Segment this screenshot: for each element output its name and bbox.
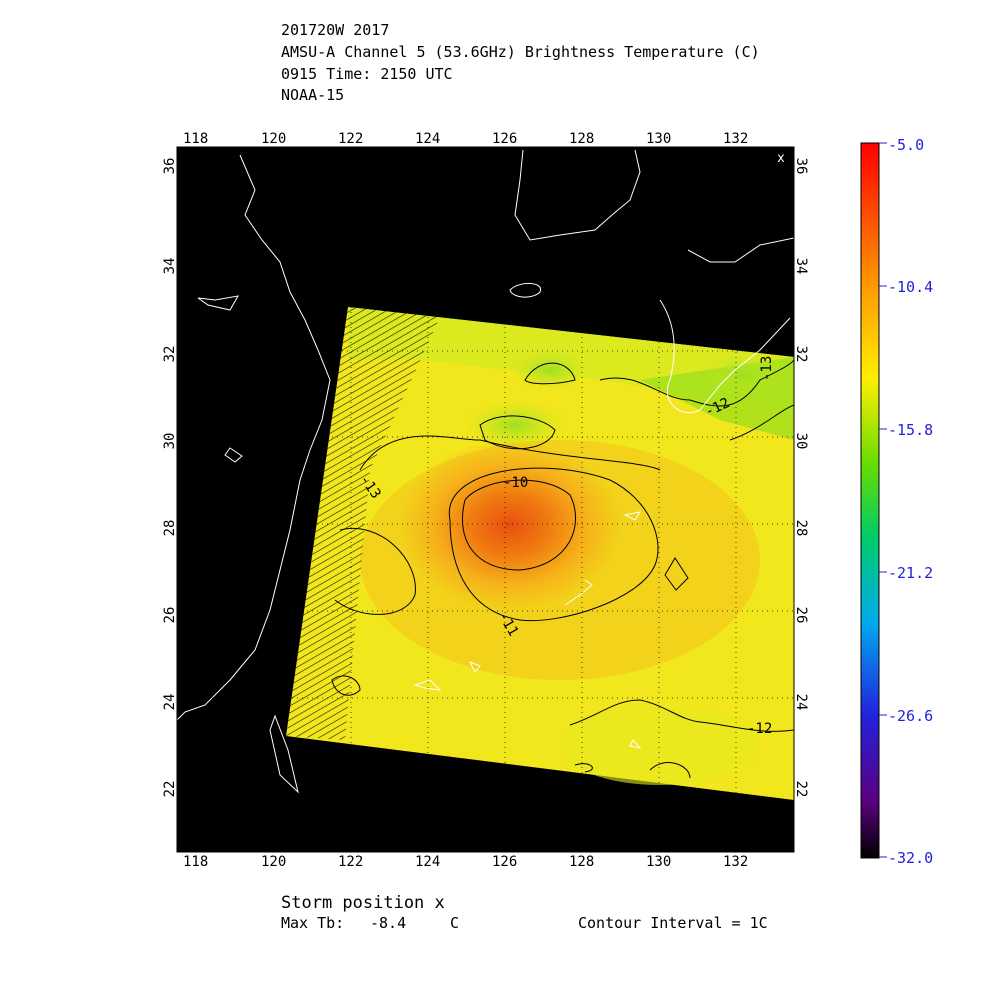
- lat-label-right: 26: [793, 607, 809, 624]
- lon-label-bottom: 132: [723, 854, 748, 870]
- colorbar-label: -21.2: [888, 564, 933, 582]
- colorbar-labels: -5.0 -10.4 -15.8 -21.2 -26.6 -32.0: [888, 136, 933, 867]
- colorbar-ticks: [879, 142, 887, 858]
- lon-label-top: 130: [646, 131, 671, 147]
- lon-label-bottom: 124: [415, 854, 440, 870]
- lon-label-top: 124: [415, 131, 440, 147]
- lon-label-bottom: 128: [569, 854, 594, 870]
- lon-label-top: 126: [492, 131, 517, 147]
- lon-label-bottom: 122: [338, 854, 363, 870]
- lon-label-bottom: 126: [492, 854, 517, 870]
- lon-label-top: 128: [569, 131, 594, 147]
- colorbar-label: -5.0: [888, 136, 924, 154]
- max-tb-label: Max Tb:: [281, 914, 345, 932]
- colorbar-label: -32.0: [888, 849, 933, 867]
- lon-tick-labels: 118 120 122 124 126 128 130 132 118 120 …: [183, 131, 748, 870]
- lat-label-left: 34: [162, 258, 178, 275]
- lon-label-top: 120: [261, 131, 286, 147]
- contour-interval: Contour Interval = 1C: [578, 914, 768, 932]
- lat-label-left: 26: [162, 607, 178, 624]
- contour-label: -10: [503, 475, 528, 491]
- lat-label-left: 24: [162, 694, 178, 711]
- coastlines: [177, 149, 794, 794]
- lat-label-right: 30: [793, 433, 809, 450]
- colorbar-label: -26.6: [888, 707, 933, 725]
- lat-label-left: 32: [162, 346, 178, 363]
- contour-label: -13: [759, 356, 775, 381]
- lon-label-bottom: 118: [183, 854, 208, 870]
- warm-core: [400, 440, 620, 610]
- lon-label-top: 118: [183, 131, 208, 147]
- lat-label-right: 34: [793, 258, 809, 275]
- max-tb-value: -8.4: [370, 914, 407, 932]
- lat-label-left: 30: [162, 433, 178, 450]
- lon-label-top: 122: [338, 131, 363, 147]
- lon-label-bottom: 120: [261, 854, 286, 870]
- title-line-1: 201720W 2017: [281, 21, 390, 39]
- contour-lines: [331, 359, 794, 779]
- title-line-3: 0915 Time: 2150 UTC: [281, 65, 453, 83]
- colorbar-label: -10.4: [888, 278, 933, 296]
- title-line-2: AMSU-A Channel 5 (53.6GHz) Brightness Te…: [281, 43, 760, 61]
- lat-label-right: 22: [793, 781, 809, 798]
- title-line-4: NOAA-15: [281, 86, 345, 104]
- colorbar-label: -15.8: [888, 421, 933, 439]
- colorbar: [860, 142, 880, 859]
- lat-label-left: 36: [162, 158, 178, 175]
- lon-label-top: 132: [723, 131, 748, 147]
- storm-position-label: Storm position x: [281, 893, 445, 913]
- lat-label-right: 28: [793, 520, 809, 537]
- lat-label-right: 32: [793, 346, 809, 363]
- max-tb-unit: C: [450, 914, 460, 932]
- lat-tick-labels: 22 24 26 28 30 32 34 36 22 24 26 28 30 3…: [162, 158, 809, 798]
- map-frame: [176, 146, 795, 853]
- lat-label-left: 22: [162, 781, 178, 798]
- lon-label-bottom: 130: [646, 854, 671, 870]
- contour-label: -12: [747, 721, 772, 737]
- storm-position-marker: x: [777, 151, 785, 166]
- lat-label-right: 24: [793, 694, 809, 711]
- lat-label-right: 36: [793, 158, 809, 175]
- lat-label-left: 28: [162, 520, 178, 537]
